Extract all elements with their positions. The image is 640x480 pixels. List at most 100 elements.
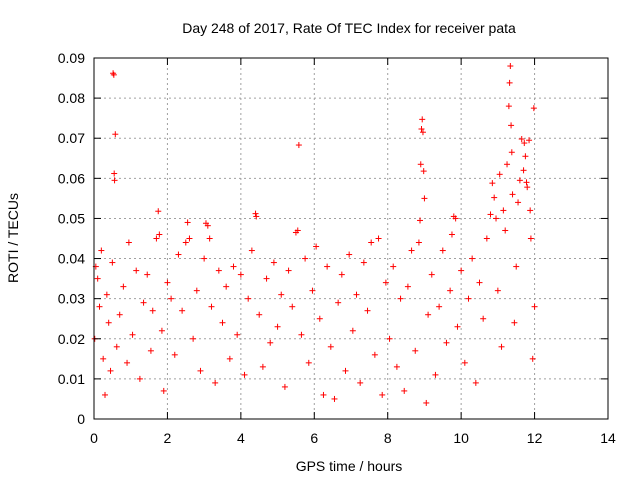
data-point — [125, 239, 132, 246]
data-point — [521, 140, 528, 147]
data-point — [506, 79, 513, 86]
data-point — [160, 387, 167, 394]
data-point — [179, 307, 186, 314]
x-tick-label: 14 — [600, 430, 616, 446]
data-point — [489, 180, 496, 187]
data-point — [294, 227, 301, 234]
data-point — [423, 399, 430, 406]
data-point — [267, 339, 274, 346]
data-point — [483, 235, 490, 242]
y-tick-label: 0.01 — [58, 371, 85, 387]
data-point — [520, 167, 527, 174]
data-point — [237, 271, 244, 278]
data-point — [496, 171, 503, 178]
data-point — [418, 125, 425, 132]
x-axis-label: GPS time / hours — [296, 458, 403, 474]
data-point — [522, 153, 529, 160]
data-point — [270, 259, 277, 266]
axis-ticks: 0 0.01 0.02 0.03 0.04 0.05 0.06 0.07 0.08 0.09 0 2 4… — [58, 50, 616, 446]
data-point — [313, 243, 320, 250]
data-point — [215, 267, 222, 274]
data-point — [153, 235, 160, 242]
data-point — [412, 347, 419, 354]
data-point — [476, 279, 483, 286]
data-point — [182, 239, 189, 246]
data-point — [295, 142, 302, 149]
data-point — [331, 395, 338, 402]
data-point — [415, 239, 422, 246]
data-point — [421, 195, 428, 202]
data-point — [353, 291, 360, 298]
data-point — [432, 371, 439, 378]
data-point — [281, 383, 288, 390]
data-point — [335, 299, 342, 306]
data-point — [96, 303, 103, 310]
data-point — [487, 211, 494, 218]
data-point — [241, 371, 248, 378]
data-point — [208, 303, 215, 310]
data-point — [508, 149, 515, 156]
data-point — [147, 347, 154, 354]
data-point — [513, 263, 520, 270]
data-point — [186, 235, 193, 242]
data-point — [245, 295, 252, 302]
data-point — [469, 255, 476, 262]
data-point — [102, 391, 109, 398]
data-point — [518, 136, 525, 143]
data-point — [382, 279, 389, 286]
data-point — [342, 367, 349, 374]
data-point — [371, 351, 378, 358]
data-point — [419, 129, 426, 136]
data-point — [140, 299, 147, 306]
data-point — [206, 235, 213, 242]
x-tick-label: 2 — [164, 430, 172, 446]
data-point — [375, 235, 382, 242]
data-point — [184, 219, 191, 226]
data-point — [230, 263, 237, 270]
data-point — [253, 213, 260, 220]
data-point — [136, 375, 143, 382]
data-point — [116, 311, 123, 318]
data-point — [401, 387, 408, 394]
data-point — [164, 279, 171, 286]
data-point — [443, 339, 450, 346]
data-point — [197, 367, 204, 374]
data-point — [524, 184, 531, 191]
data-point — [256, 311, 263, 318]
data-point — [111, 177, 118, 184]
data-point — [324, 263, 331, 270]
data-point — [259, 363, 266, 370]
data-point — [223, 283, 230, 290]
data-point — [175, 251, 182, 258]
data-point — [530, 105, 537, 112]
y-tick-label: 0.03 — [58, 291, 85, 307]
data-point — [504, 161, 511, 168]
x-tick-label: 12 — [527, 430, 543, 446]
data-point — [234, 331, 241, 338]
data-point — [248, 247, 255, 254]
data-point — [500, 207, 507, 214]
data-point — [515, 199, 522, 206]
data-point — [509, 191, 516, 198]
data-point — [252, 210, 259, 217]
data-point — [112, 131, 119, 138]
data-point — [133, 267, 140, 274]
data-point — [420, 168, 427, 175]
data-point — [417, 161, 424, 168]
data-point — [404, 283, 411, 290]
data-point — [274, 323, 281, 330]
data-point — [155, 208, 162, 215]
data-point — [386, 335, 393, 342]
data-point — [472, 379, 479, 386]
data-point — [516, 177, 523, 184]
plot-frame — [93, 57, 609, 420]
x-tick-label: 10 — [453, 430, 469, 446]
data-point — [529, 355, 536, 362]
data-point — [498, 343, 505, 350]
data-point — [502, 227, 509, 234]
y-tick-label: 0.06 — [58, 170, 85, 186]
x-tick-label: 8 — [384, 430, 392, 446]
data-point — [190, 335, 197, 342]
data-point — [309, 287, 316, 294]
